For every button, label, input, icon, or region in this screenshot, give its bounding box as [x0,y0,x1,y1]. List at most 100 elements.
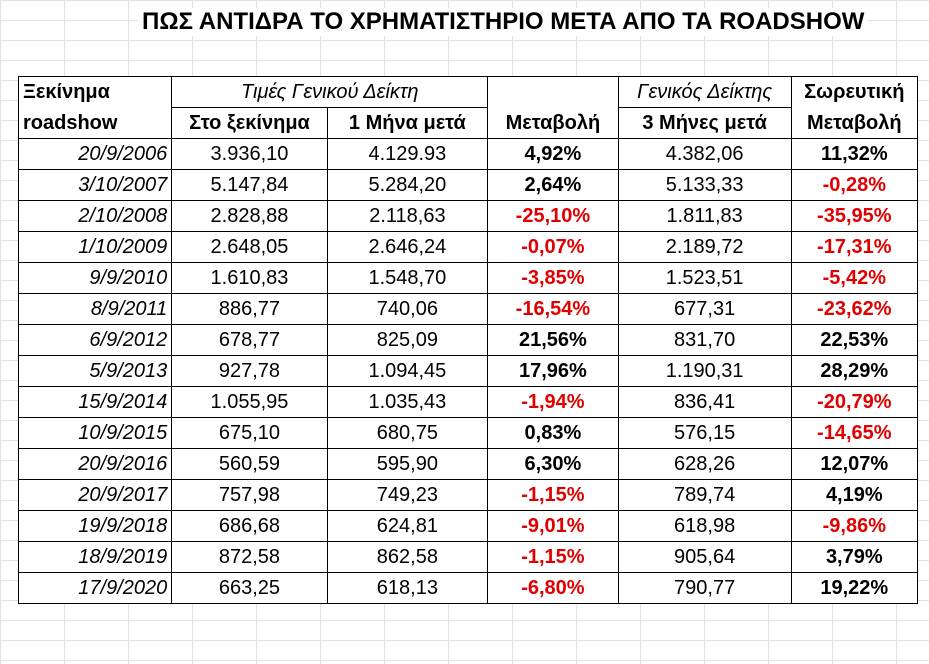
change-cell: -1,94% [487,386,619,418]
cumulative-change-cell: 3,79% [790,541,919,573]
cumulative-change-cell: 11,32% [790,138,919,170]
date-cell: 1/10/2009 [17,231,173,263]
table-row: 15/9/2014 1.055,95 1.035,43 -1,94% 836,41 -20… [17,386,919,418]
table-row: 8/9/2011 886,77 740,06 -16,54% 677,31 -23,62% [17,293,919,325]
date-cell: 10/9/2015 [17,417,173,449]
one-month-value-cell: 4.129.93 [326,138,489,170]
three-month-value-cell: 628,26 [617,448,792,480]
one-month-value-cell: 595,90 [326,448,489,480]
one-month-value-cell: 862,58 [326,541,489,573]
date-cell: 20/9/2016 [17,448,173,480]
table-row: 2/10/2008 2.828,88 2.118,63 -25,10% 1.811,83… [17,200,919,232]
cumulative-change-cell: 22,53% [790,324,919,356]
start-value-cell: 2.828,88 [171,200,328,232]
change-cell: -3,85% [487,262,619,294]
one-month-value-cell: 1.094,45 [326,355,489,387]
cumulative-change-cell: 4,19% [790,479,919,511]
change-cell: -16,54% [487,293,619,325]
date-cell: 19/9/2018 [17,510,173,542]
change-cell: -1,15% [487,541,619,573]
header-start-line1: Ξεκίνημα [17,76,173,108]
start-value-cell: 2.648,05 [171,231,328,263]
header-change: Μεταβολή [487,107,619,139]
header-three-months: 3 Μήνες μετά [617,107,792,139]
cumulative-change-cell: -0,28% [790,169,919,201]
three-month-value-cell: 618,98 [617,510,792,542]
header-index-group: Γενικός Δείκτης [617,76,792,108]
header-start-line2: roadshow [17,107,173,139]
one-month-value-cell: 680,75 [326,417,489,449]
three-month-value-cell: 790,77 [617,572,792,604]
table-row: 19/9/2018 686,68 624,81 -9,01% 618,98 -9,86% [17,510,919,542]
one-month-value-cell: 825,09 [326,324,489,356]
table-row: 20/9/2016 560,59 595,90 6,30% 628,26 12,07% [17,448,919,480]
date-cell: 20/9/2017 [17,479,173,511]
table-row: 3/10/2007 5.147,84 5.284,20 2,64% 5.133,33 -0… [17,169,919,201]
one-month-value-cell: 749,23 [326,479,489,511]
one-month-value-cell: 5.284,20 [326,169,489,201]
change-cell: 2,64% [487,169,619,201]
cumulative-change-cell: -14,65% [790,417,919,449]
cumulative-change-cell: 28,29% [790,355,919,387]
three-month-value-cell: 576,15 [617,417,792,449]
change-cell: 0,83% [487,417,619,449]
date-cell: 6/9/2012 [17,324,173,356]
three-month-value-cell: 905,64 [617,541,792,573]
start-value-cell: 678,77 [171,324,328,356]
one-month-value-cell: 2.646,24 [326,231,489,263]
change-cell: 4,92% [487,138,619,170]
three-month-value-cell: 4.382,06 [617,138,792,170]
table-row: 20/9/2006 3.936,10 4.129.93 4,92% 4.382,06 11… [17,138,919,170]
start-value-cell: 1.055,95 [171,386,328,418]
date-cell: 9/9/2010 [17,262,173,294]
start-value-cell: 872,58 [171,541,328,573]
header-row-1: Ξεκίνημα Τιμές Γενικού Δείκτη Γενικός Δε… [17,76,919,108]
table-row: 20/9/2017 757,98 749,23 -1,15% 789,74 4,19% [17,479,919,511]
date-cell: 15/9/2014 [17,386,173,418]
date-cell: 3/10/2007 [17,169,173,201]
change-cell: -9,01% [487,510,619,542]
one-month-value-cell: 740,06 [326,293,489,325]
change-cell: -6,80% [487,572,619,604]
cumulative-change-cell: -17,31% [790,231,919,263]
cumulative-change-cell: 12,07% [790,448,919,480]
header-at-start: Στο ξεκίνημα [171,107,328,139]
one-month-value-cell: 2.118,63 [326,200,489,232]
date-cell: 5/9/2013 [17,355,173,387]
table-row: 9/9/2010 1.610,83 1.548,70 -3,85% 1.523,51 -5… [17,262,919,294]
start-value-cell: 663,25 [171,572,328,604]
three-month-value-cell: 1.190,31 [617,355,792,387]
header-cumulative-line1: Σωρευτική [790,76,919,108]
cumulative-change-cell: -5,42% [790,262,919,294]
three-month-value-cell: 677,31 [617,293,792,325]
start-value-cell: 560,59 [171,448,328,480]
cumulative-change-cell: -35,95% [790,200,919,232]
start-value-cell: 927,78 [171,355,328,387]
three-month-value-cell: 831,70 [617,324,792,356]
start-value-cell: 1.610,83 [171,262,328,294]
start-value-cell: 757,98 [171,479,328,511]
cumulative-change-cell: -9,86% [790,510,919,542]
header-change-top [487,76,619,108]
one-month-value-cell: 1.548,70 [326,262,489,294]
table-row: 6/9/2012 678,77 825,09 21,56% 831,70 22,53% [17,324,919,356]
change-cell: 6,30% [487,448,619,480]
three-month-value-cell: 836,41 [617,386,792,418]
header-cumulative-line2: Μεταβολή [790,107,919,139]
start-value-cell: 3.936,10 [171,138,328,170]
date-cell: 8/9/2011 [17,293,173,325]
table-row: 1/10/2009 2.648,05 2.646,24 -0,07% 2.189,72-… [17,231,919,263]
date-cell: 20/9/2006 [17,138,173,170]
one-month-value-cell: 618,13 [326,572,489,604]
header-one-month: 1 Μήνα μετά [326,107,489,139]
date-cell: 18/9/2019 [17,541,173,573]
table-row: 5/9/2013 927,78 1.094,45 17,96% 1.190,31 28,2… [17,355,919,387]
one-month-value-cell: 624,81 [326,510,489,542]
three-month-value-cell: 5.133,33 [617,169,792,201]
date-cell: 17/9/2020 [17,572,173,604]
change-cell: 17,96% [487,355,619,387]
table-row: 18/9/2019 872,58 862,58 -1,15% 905,64 3,79% [17,541,919,573]
start-value-cell: 675,10 [171,417,328,449]
cumulative-change-cell: 19,22% [790,572,919,604]
cumulative-change-cell: -23,62% [790,293,919,325]
